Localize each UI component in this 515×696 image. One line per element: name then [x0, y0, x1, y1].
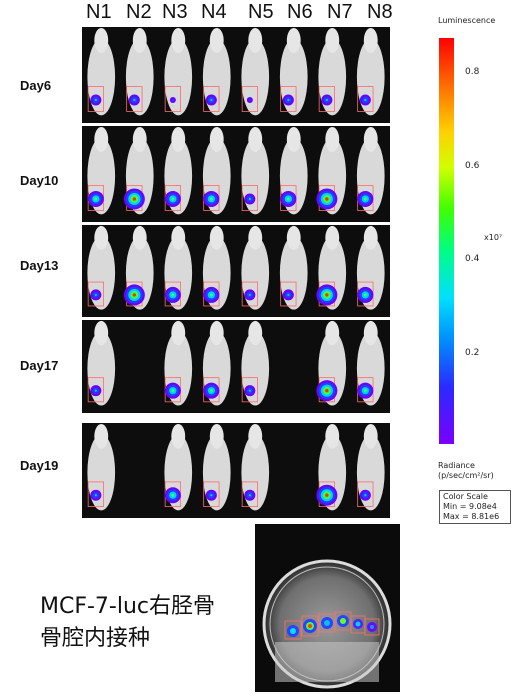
legend-tick: 0.4 [465, 254, 480, 264]
radiance-title: Radiance [438, 461, 475, 470]
mouse-image [241, 27, 270, 116]
mouse-image [164, 320, 193, 406]
mouse-image [202, 320, 231, 406]
column-header-n1: N1 [86, 1, 112, 23]
mouse-image [241, 126, 270, 215]
image-panel-day13 [82, 225, 390, 317]
scale-min: Min = 9.08e4 [443, 502, 497, 511]
mouse-image [241, 320, 270, 406]
mouse-image [318, 27, 347, 116]
mouse-image [279, 126, 308, 215]
day-label-19: Day19 [20, 458, 59, 473]
mouse-image [87, 27, 116, 116]
mouse-image [125, 27, 154, 116]
mouse-image [316, 126, 347, 215]
legend-tick: 0.2 [465, 348, 480, 358]
legend-tick: 0.6 [465, 161, 480, 171]
image-panel-day6 [82, 27, 390, 123]
legend-exponent: x10⁷ [484, 233, 503, 242]
dish-signals [287, 615, 377, 637]
day-label-17: Day17 [20, 358, 59, 373]
mouse-image [87, 423, 116, 511]
legend-title: Luminescence [438, 16, 496, 25]
mouse-image [202, 423, 231, 511]
mouse-image [164, 27, 193, 116]
caption-line-1: MCF-7-luc右胫骨 [40, 594, 216, 619]
petri-dish-image [255, 524, 400, 692]
mouse-image [316, 320, 347, 406]
scale-max: Max = 8.81e6 [443, 512, 500, 521]
mouse-image [356, 27, 385, 116]
image-panel-day19 [82, 423, 390, 518]
mouse-image [164, 225, 193, 310]
mouse-image [356, 126, 385, 215]
color-scale-bar [439, 38, 454, 444]
legend-tick: 0.8 [465, 67, 480, 77]
mouse-image [356, 423, 385, 511]
mouse-image [316, 225, 347, 310]
day-label-6: Day6 [20, 78, 52, 93]
column-header-n6: N6 [287, 1, 313, 23]
column-header-n5: N5 [248, 1, 274, 23]
mouse-image [202, 27, 231, 116]
mouse-image [164, 423, 193, 511]
mouse-image [87, 225, 116, 310]
mouse-image [87, 320, 116, 406]
caption-line-2: 骨腔内接种 [40, 626, 151, 651]
mouse-image [316, 423, 347, 511]
day-label-10: Day10 [20, 173, 59, 188]
mouse-image [356, 320, 385, 406]
image-panel-day17 [82, 320, 390, 413]
day-label-13: Day13 [20, 258, 59, 273]
mouse-image [241, 225, 270, 310]
mouse-image [279, 225, 308, 310]
color-scale-box: Color Scale Min = 9.08e4 Max = 8.81e6 [439, 490, 511, 524]
column-header-n3: N3 [162, 1, 188, 23]
mouse-image [202, 225, 231, 310]
mouse-image [279, 27, 308, 116]
image-panel-day10 [82, 126, 390, 222]
column-header-n4: N4 [201, 1, 227, 23]
mouse-image [87, 126, 116, 215]
mouse-image [123, 126, 154, 215]
column-header-n7: N7 [327, 1, 353, 23]
column-header-n8: N8 [367, 1, 393, 23]
mouse-image [356, 225, 385, 310]
radiance-unit: (p/sec/cm²/sr) [438, 471, 494, 480]
scale-title: Color Scale [443, 492, 488, 501]
mouse-image [164, 126, 193, 215]
column-header-n2: N2 [126, 1, 152, 23]
mouse-image [123, 225, 154, 310]
mouse-image [241, 423, 270, 511]
mouse-image [202, 126, 231, 215]
radiance-label: Radiance (p/sec/cm²/sr) [438, 461, 494, 481]
